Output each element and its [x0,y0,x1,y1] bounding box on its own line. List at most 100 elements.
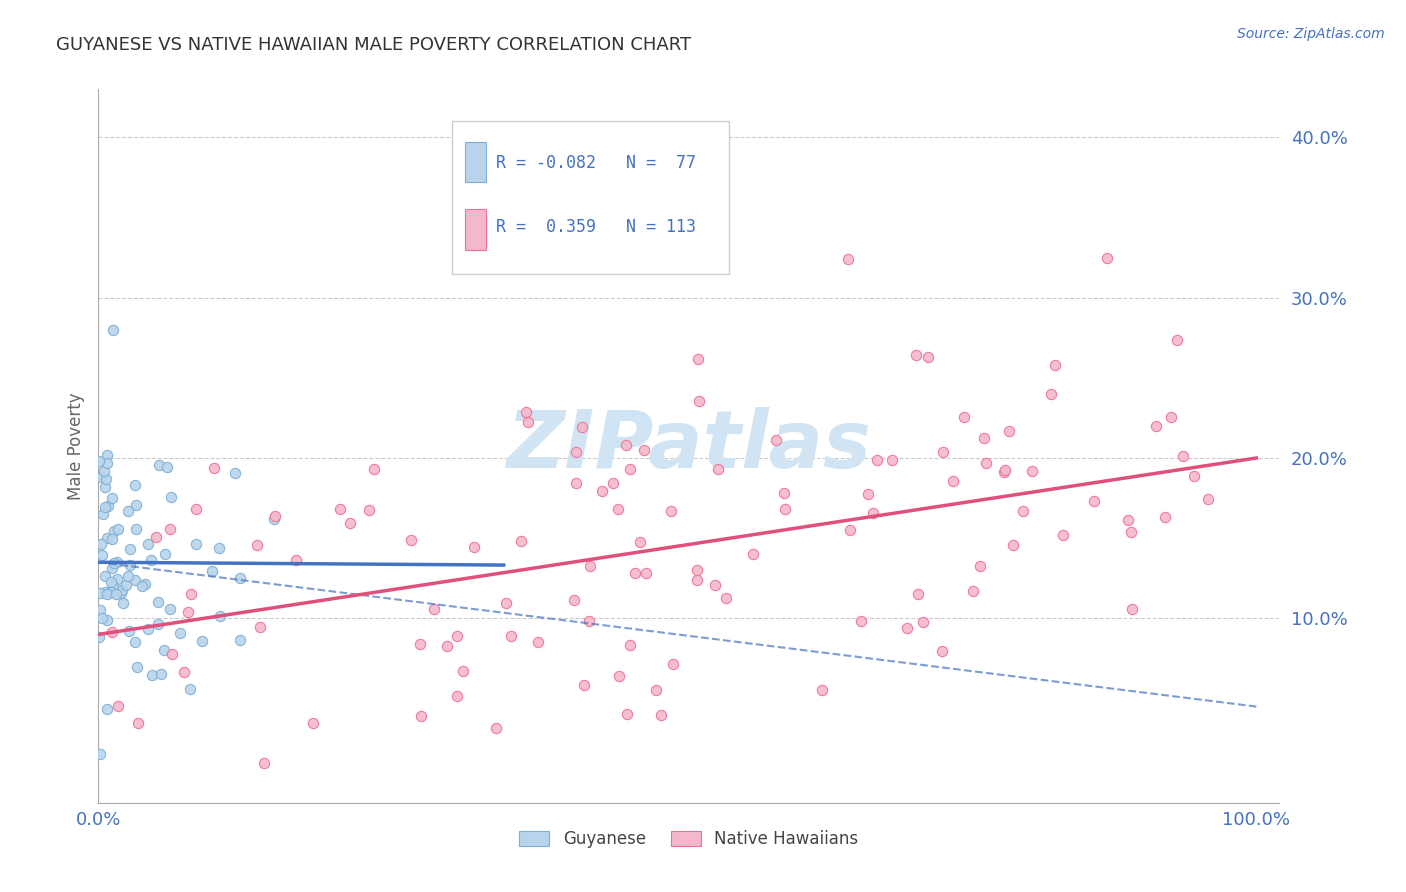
Point [446,689,468,703]
Point [101,579,124,593]
Point [624,566,647,580]
Point [911,615,934,630]
Point [686,563,709,577]
Point [339,516,361,531]
Point [96,613,118,627]
Point [180,587,202,601]
Point [136,622,159,636]
Point [112,595,135,609]
Point [127,715,149,730]
Point [202,461,225,475]
Point [1012,503,1035,517]
Point [644,683,666,698]
Point [579,558,602,573]
Point [184,501,207,516]
Point [1083,493,1105,508]
Point [91,548,114,562]
Point [1021,464,1043,478]
Point [148,458,170,472]
Point [131,579,153,593]
Point [1197,491,1219,506]
Point [527,635,550,649]
Point [436,639,458,653]
Point [633,443,655,458]
Point [96,532,118,546]
Point [606,502,628,516]
Point [179,682,201,697]
Point [96,456,118,470]
Point [409,637,432,651]
Point [661,503,683,517]
Point [229,633,252,648]
Point [630,535,652,549]
Point [917,351,939,365]
Point [1040,386,1063,401]
Point [125,522,148,536]
Point [89,586,111,600]
Point [149,667,172,681]
Point [117,569,139,583]
Point [201,565,224,579]
Point [101,491,124,505]
Y-axis label: Male Poverty: Male Poverty [66,392,84,500]
Point [499,629,522,643]
Point [90,611,112,625]
Point [173,665,195,680]
Point [962,584,984,599]
Point [107,572,129,586]
Point [1119,524,1142,539]
Point [103,556,125,570]
Point [1153,510,1175,524]
Point [1052,527,1074,541]
FancyBboxPatch shape [465,210,486,250]
Point [1160,410,1182,425]
Point [100,584,122,599]
Point [100,625,122,640]
Point [96,702,118,716]
Point [94,568,117,582]
Point [616,707,638,722]
Point [105,587,128,601]
Point [993,465,1015,479]
Point [714,591,737,605]
Point [409,709,432,723]
Point [169,625,191,640]
Point [93,480,115,494]
Point [686,352,709,367]
Point [619,638,641,652]
Point [602,475,624,490]
Point [451,665,474,679]
Point [974,456,997,470]
Point [107,698,129,713]
Point [89,603,111,617]
Point [363,461,385,475]
Point [329,501,352,516]
Point [97,499,120,513]
Point [942,474,965,488]
Point [1095,252,1118,266]
Point [156,459,179,474]
Point [124,478,146,492]
Point [90,537,112,551]
Point [148,595,170,609]
Point [485,721,508,735]
Point [574,678,596,692]
Point [1182,469,1205,483]
Point [765,433,787,447]
Point [1001,538,1024,552]
Point [357,503,380,517]
Point [772,486,794,500]
Point [1144,419,1167,434]
Point [159,490,181,504]
Point [117,624,139,638]
Point [703,578,725,592]
Point [707,462,730,476]
Point [134,577,156,591]
Point [184,537,207,551]
Point [1171,450,1194,464]
Point [578,614,600,628]
Point [562,593,585,607]
FancyBboxPatch shape [465,142,486,182]
Point [96,587,118,601]
Point [510,534,533,549]
